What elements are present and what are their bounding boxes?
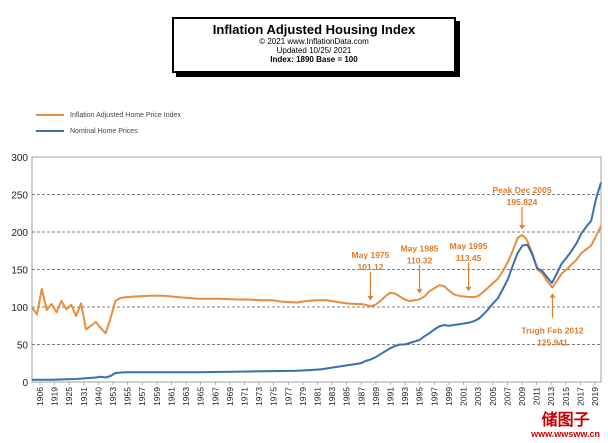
series-line-inflation-adjusted bbox=[31, 225, 602, 335]
annotation-label-4-1: 125.941 bbox=[537, 338, 568, 348]
annotation-label-3-1: 195.824 bbox=[507, 197, 538, 207]
x-tick-label-34: 2011 bbox=[532, 387, 542, 406]
x-tick-label-16: 1975 bbox=[269, 387, 279, 406]
annotation-arrowhead-1 bbox=[416, 289, 423, 294]
y-tick-label-4: 200 bbox=[11, 228, 28, 239]
annotation-arrowhead-2 bbox=[465, 286, 472, 291]
x-tick-label-37: 2017 bbox=[575, 387, 585, 406]
x-tick-label-18: 1979 bbox=[298, 387, 308, 406]
x-tick-label-17: 1977 bbox=[283, 387, 293, 406]
x-tick-label-1: 1919 bbox=[50, 387, 60, 406]
x-tick-label-12: 1967 bbox=[210, 387, 220, 406]
x-tick-label-27: 1997 bbox=[429, 387, 439, 406]
annotation-label-2-0: May 1995 bbox=[450, 241, 488, 251]
y-tick-label-3: 150 bbox=[11, 266, 28, 277]
x-tick-label-22: 1987 bbox=[356, 387, 366, 406]
annotation-label-0-1: 101.12 bbox=[357, 262, 383, 272]
annotation-arrowhead-0 bbox=[367, 296, 374, 301]
x-tick-label-0: 1906 bbox=[35, 387, 45, 406]
x-tick-label-21: 1985 bbox=[342, 387, 352, 406]
x-tick-label-14: 1971 bbox=[239, 387, 249, 406]
x-tick-label-31: 2005 bbox=[488, 387, 498, 406]
legend-label-nominal: Nominal Home Prices bbox=[70, 128, 138, 135]
updated-line: Updated 10/25/ 2021 bbox=[276, 46, 352, 55]
watermark-logo-text: 储图子 bbox=[541, 410, 590, 429]
x-tick-label-28: 1999 bbox=[444, 387, 454, 406]
x-tick-label-30: 2003 bbox=[473, 387, 483, 406]
y-tick-label-2: 100 bbox=[11, 303, 28, 314]
x-tick-label-11: 1965 bbox=[196, 387, 206, 406]
legend-label-inflation-adjusted: Inflation Adjusted Home Price Index bbox=[70, 112, 181, 119]
legend-swatch-blue bbox=[36, 130, 64, 133]
x-tick-label-6: 1955 bbox=[123, 387, 133, 406]
x-tick-label-23: 1989 bbox=[371, 387, 381, 406]
annotation-arrowhead-4 bbox=[549, 293, 556, 298]
x-tick-label-4: 1940 bbox=[93, 387, 103, 406]
x-tick-label-35: 2013 bbox=[546, 387, 556, 406]
x-tick-label-32: 2007 bbox=[502, 387, 512, 406]
x-tick-label-20: 1983 bbox=[327, 387, 337, 406]
x-tick-label-15: 1973 bbox=[254, 387, 264, 406]
x-tick-label-29: 2001 bbox=[459, 387, 469, 406]
x-tick-label-38: 2019 bbox=[590, 387, 600, 406]
annotation-label-3-0: Peak Dec 2005 bbox=[492, 185, 551, 195]
watermark-url: www.wwsww.cn bbox=[531, 429, 600, 439]
x-tick-label-26: 1995 bbox=[415, 387, 425, 406]
legend-swatch-orange bbox=[36, 114, 64, 117]
x-tick-label-3: 1931 bbox=[79, 387, 89, 406]
x-tick-label-8: 1959 bbox=[152, 387, 162, 406]
annotation-label-0-0: May 1975 bbox=[352, 250, 390, 260]
annotation-label-2-1: 113.45 bbox=[456, 253, 482, 263]
chart-title: Inflation Adjusted Housing Index bbox=[212, 22, 416, 37]
x-tick-label-13: 1969 bbox=[225, 387, 235, 406]
y-tick-label-5: 250 bbox=[11, 191, 28, 202]
copyright-line: © 2021 www.InflationData.com bbox=[259, 37, 369, 46]
x-tick-label-2: 1925 bbox=[64, 387, 74, 406]
index-base-line: Index: 1890 Base = 100 bbox=[270, 55, 358, 64]
x-tick-label-19: 1981 bbox=[313, 387, 323, 406]
x-tick-label-5: 1953 bbox=[108, 387, 118, 406]
chart-title-box: Inflation Adjusted Housing Index © 2021 … bbox=[172, 17, 456, 73]
annotation-label-4-0: Trugh Feb 2012 bbox=[521, 326, 584, 336]
y-tick-label-1: 50 bbox=[17, 341, 29, 352]
annotation-label-1-0: May 1985 bbox=[401, 243, 439, 253]
x-tick-label-9: 1961 bbox=[166, 387, 176, 406]
annotation-label-1-1: 110.32 bbox=[407, 255, 433, 265]
x-tick-label-36: 2015 bbox=[561, 387, 571, 406]
x-tick-label-7: 1957 bbox=[137, 387, 147, 406]
watermark: 储图子 www.wwsww.cn bbox=[531, 410, 600, 440]
x-tick-label-10: 1963 bbox=[181, 387, 191, 406]
series-line-nominal bbox=[32, 182, 602, 381]
annotation-arrowhead-3 bbox=[519, 225, 526, 230]
x-tick-label-24: 1991 bbox=[386, 387, 396, 406]
x-tick-label-25: 1993 bbox=[400, 387, 410, 406]
y-tick-label-6: 300 bbox=[11, 153, 28, 164]
x-tick-label-33: 2009 bbox=[517, 387, 527, 406]
legend-item-nominal: Nominal Home Prices bbox=[36, 128, 138, 135]
y-tick-label-0: 0 bbox=[22, 378, 28, 389]
legend-item-inflation-adjusted: Inflation Adjusted Home Price Index bbox=[36, 112, 181, 119]
